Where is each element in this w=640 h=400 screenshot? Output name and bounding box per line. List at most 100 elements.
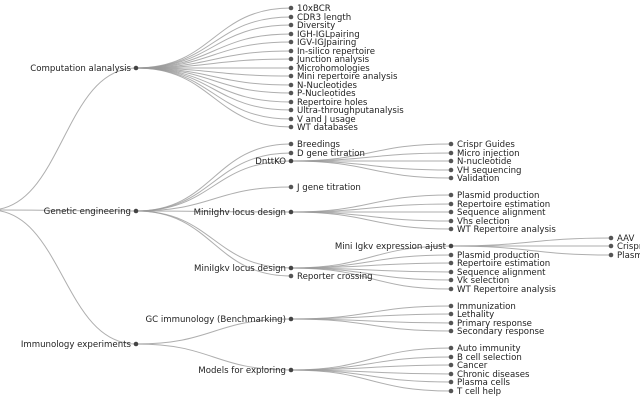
link	[135, 41, 292, 69]
leaf-node	[448, 354, 454, 360]
link	[135, 186, 292, 212]
leaf-label: WT Repertoire analysis	[457, 285, 556, 295]
leaf-label: VH sequencing	[457, 166, 522, 176]
leaf-node	[448, 362, 454, 368]
leaf-node	[448, 175, 454, 181]
leaf-label: 10xBCR	[297, 4, 331, 14]
leaf-node	[448, 311, 454, 317]
leaf-node	[448, 345, 454, 351]
leaf-node	[288, 22, 294, 28]
branch-node	[288, 367, 294, 373]
link	[450, 245, 612, 256]
leaf-node	[448, 141, 454, 147]
leaf-label: Reporter crossing	[297, 272, 373, 282]
leaf-label: WT Repertoire analysis	[457, 225, 556, 235]
link	[290, 160, 452, 171]
leaf-label: IGH-IGLpairing	[297, 30, 360, 40]
leaf-node	[448, 260, 454, 266]
leaf-node	[288, 56, 294, 62]
leaf-node	[448, 192, 454, 198]
link	[450, 237, 612, 247]
link	[290, 347, 452, 371]
leaf-label: Vhs election	[457, 217, 510, 227]
leaf-label: WT databases	[297, 123, 358, 133]
link	[0, 210, 137, 345]
leaf-node	[288, 73, 294, 79]
link	[135, 33, 292, 69]
leaf-node	[288, 90, 294, 96]
leaf-node	[448, 379, 454, 385]
link	[135, 24, 292, 69]
leaf-node	[448, 226, 454, 232]
leaf-label: Plasmid production	[457, 191, 539, 201]
leaf-label: Sequence alignment	[457, 268, 546, 278]
link	[290, 194, 452, 213]
leaf-node	[448, 167, 454, 173]
branch-label: GC immunology (Benchmarking)	[145, 315, 286, 325]
leaf-node	[448, 371, 454, 377]
leaf-label: Diversity	[297, 21, 335, 31]
branch-label: Genetic engineering	[44, 207, 131, 217]
branch-node	[288, 316, 294, 322]
leaf-label: Ultra-throughputanalysis	[297, 106, 404, 116]
leaf-node	[288, 124, 294, 130]
leaf-label: Micro injection	[457, 149, 520, 159]
links	[0, 7, 612, 392]
leaf-node	[448, 209, 454, 215]
leaf-label: Plasma cells	[457, 378, 510, 388]
leaf-node	[448, 320, 454, 326]
leaf-label: Sequence alignment	[457, 208, 546, 218]
leaf-node	[608, 235, 614, 241]
link	[135, 160, 292, 212]
leaf-node	[288, 31, 294, 37]
leaf-label: P-Nucleotides	[297, 89, 356, 99]
branch-label: Immunology experiments	[21, 340, 132, 350]
link	[135, 67, 292, 111]
leaf-node	[608, 252, 614, 258]
leaf-label: B cell selection	[457, 353, 522, 363]
link	[290, 160, 452, 179]
leaf-label: Vk selection	[457, 276, 509, 286]
branch-label: Models for exploring	[198, 366, 286, 376]
leaf-node	[448, 328, 454, 334]
link	[135, 210, 292, 213]
branch-label: DnttKO	[255, 157, 286, 167]
leaf-node	[448, 252, 454, 258]
leaf-node	[448, 150, 454, 156]
leaf-label: Immunization	[457, 302, 516, 312]
leaf-label: CDR3 length	[297, 13, 351, 23]
leaf-node	[288, 150, 294, 156]
leaf-label: Repertoire holes	[297, 98, 368, 108]
link	[0, 67, 137, 210]
leaf-label: Cancer	[457, 361, 488, 371]
link	[290, 203, 452, 213]
link	[0, 209, 137, 212]
leaf-label: Repertoire estimation	[457, 259, 550, 269]
leaf-label: Junction analysis	[296, 55, 370, 65]
leaf-label: Mini repertoire analysis	[297, 72, 398, 82]
leaf-label: D gene titration	[297, 149, 365, 159]
branch-node	[448, 243, 454, 249]
branch-label: MiniIgkv locus design	[194, 264, 286, 274]
leaf-label: Chronic diseases	[457, 370, 530, 380]
leaf-node	[288, 65, 294, 71]
link	[290, 211, 452, 222]
leaf-label: Auto immunity	[457, 344, 521, 354]
leaf-label: Primary response	[457, 319, 532, 329]
leaf-node	[448, 286, 454, 292]
link	[135, 343, 292, 371]
branch-node	[133, 341, 139, 347]
leaf-label: Breedings	[297, 140, 341, 150]
leaf-label: AAV	[617, 234, 634, 244]
leaf-node	[448, 388, 454, 394]
branch-node	[288, 265, 294, 271]
link	[135, 210, 292, 277]
leaf-label: Plasmid production	[617, 251, 640, 261]
leaf-node	[608, 243, 614, 249]
leaf-node	[288, 273, 294, 279]
leaf-node	[288, 107, 294, 113]
leaf-node	[288, 141, 294, 147]
